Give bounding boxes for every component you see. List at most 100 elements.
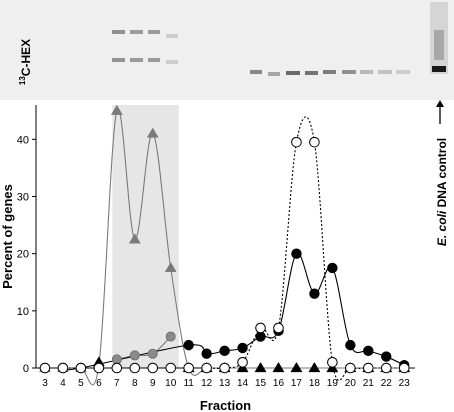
x-tick-label: 11 bbox=[183, 378, 194, 389]
data-point-filled-circle bbox=[345, 339, 356, 351]
data-point-triangle bbox=[272, 362, 285, 373]
gel-band bbox=[148, 30, 160, 34]
data-point-open-circle bbox=[255, 322, 266, 334]
gel-band bbox=[323, 70, 336, 74]
x-tick-label: 20 bbox=[345, 378, 357, 389]
x-tick-label: 7 bbox=[114, 378, 120, 389]
x-axis-label: Fraction bbox=[200, 398, 251, 412]
data-point-open-circle bbox=[273, 322, 284, 334]
x-tick-label: 9 bbox=[150, 378, 156, 389]
gel-label-main: C-HEX bbox=[19, 39, 33, 76]
x-tick-label: 15 bbox=[255, 378, 267, 389]
x-tick-label: 22 bbox=[381, 378, 393, 389]
data-point-open-circle bbox=[219, 362, 230, 374]
data-point-gray-circle bbox=[129, 350, 140, 361]
y-tick-label: 10 bbox=[17, 306, 29, 318]
x-tick-label: 12 bbox=[201, 378, 213, 389]
gel-band bbox=[342, 70, 356, 74]
data-point-open-circle bbox=[398, 362, 410, 374]
gel-band bbox=[286, 71, 300, 75]
x-tick-label: 5 bbox=[78, 378, 84, 389]
x-tick-label: 8 bbox=[132, 378, 138, 389]
gel-band bbox=[112, 30, 125, 34]
gel-band bbox=[130, 30, 143, 34]
data-point-open-circle bbox=[201, 362, 212, 374]
x-tick-label: 21 bbox=[363, 378, 375, 389]
data-point-gray-circle bbox=[147, 348, 158, 359]
data-point-open-circle bbox=[111, 362, 123, 374]
data-point-filled-circle bbox=[237, 342, 248, 354]
gel-band bbox=[130, 58, 143, 62]
data-point-open-circle bbox=[147, 362, 159, 374]
gel-band bbox=[166, 60, 178, 64]
gel-band bbox=[305, 71, 318, 75]
data-point-triangle bbox=[254, 362, 267, 373]
gel-band bbox=[112, 58, 125, 62]
gel-image bbox=[0, 0, 454, 100]
gel-band bbox=[268, 72, 280, 76]
gel-label-superscript: 13 bbox=[18, 76, 27, 85]
data-point-filled-circle bbox=[309, 288, 320, 299]
data-point-open-circle bbox=[291, 136, 302, 148]
x-tick-label: 6 bbox=[96, 378, 102, 389]
x-tick-label: 10 bbox=[165, 378, 177, 389]
x-tick-label: 3 bbox=[42, 378, 48, 389]
series-line-1 bbox=[116, 336, 172, 360]
x-tick-label: 13 bbox=[219, 378, 231, 389]
data-point-open-circle bbox=[93, 362, 105, 374]
y-tick-label: 20 bbox=[17, 249, 29, 261]
x-tick-label: 19 bbox=[327, 378, 339, 389]
gel-band bbox=[378, 70, 392, 74]
y-tick-label: 30 bbox=[17, 191, 29, 203]
shaded-region bbox=[112, 105, 179, 368]
data-point-open-circle bbox=[327, 356, 338, 368]
data-point-open-circle bbox=[57, 362, 69, 374]
gel-band bbox=[148, 58, 160, 62]
data-point-triangle bbox=[110, 104, 123, 115]
gel-band bbox=[360, 70, 373, 74]
gel-lanes bbox=[112, 30, 410, 76]
x-tick-label: 18 bbox=[309, 378, 321, 389]
x-tick-label: 16 bbox=[273, 378, 285, 389]
data-point-gray-circle bbox=[165, 331, 176, 342]
data-point-open-circle bbox=[165, 362, 177, 374]
data-point-triangle bbox=[308, 362, 321, 373]
control-lane-band bbox=[432, 66, 446, 72]
control-label: E. coli DNA control bbox=[435, 138, 449, 246]
y-axis-label: Percent of genes bbox=[0, 184, 15, 289]
data-point-open-circle bbox=[237, 356, 248, 368]
data-point-open-circle bbox=[75, 362, 87, 374]
data-point-open-circle bbox=[39, 362, 51, 374]
data-point-filled-circle bbox=[219, 345, 230, 357]
y-tick-label: 40 bbox=[17, 134, 29, 146]
data-point-gray-circle bbox=[111, 354, 122, 365]
y-tick-label: 0 bbox=[23, 363, 29, 375]
data-point-open-circle bbox=[345, 362, 356, 374]
gel-band bbox=[166, 34, 178, 38]
data-point-filled-circle bbox=[183, 339, 194, 351]
x-tick-label: 23 bbox=[399, 378, 411, 389]
data-point-triangle bbox=[290, 362, 303, 373]
data-point-open-circle bbox=[309, 136, 320, 148]
data-point-triangle bbox=[128, 233, 141, 244]
data-point-filled-circle bbox=[291, 248, 302, 259]
x-tick-label: 14 bbox=[237, 378, 249, 389]
data-point-filled-circle bbox=[363, 345, 374, 357]
data-point-triangle bbox=[146, 127, 159, 138]
data-point-open-circle bbox=[183, 362, 194, 374]
data-point-open-circle bbox=[380, 362, 392, 374]
control-label-italic: E. coli bbox=[435, 210, 449, 246]
control-label-rest: DNA control bbox=[435, 138, 449, 211]
data-point-triangle bbox=[164, 261, 177, 273]
data-point-open-circle bbox=[362, 362, 374, 374]
data-point-filled-circle bbox=[381, 351, 392, 362]
data-point-filled-circle bbox=[327, 262, 338, 274]
x-tick-label: 17 bbox=[291, 378, 303, 389]
gel-label: 13C-HEX bbox=[18, 39, 33, 85]
series-layer bbox=[39, 104, 411, 386]
data-point-open-circle bbox=[129, 362, 141, 374]
gel-band bbox=[396, 70, 410, 74]
y-ticks: 0 10 20 30 40 bbox=[17, 134, 36, 375]
control-arrow-head bbox=[436, 100, 444, 107]
